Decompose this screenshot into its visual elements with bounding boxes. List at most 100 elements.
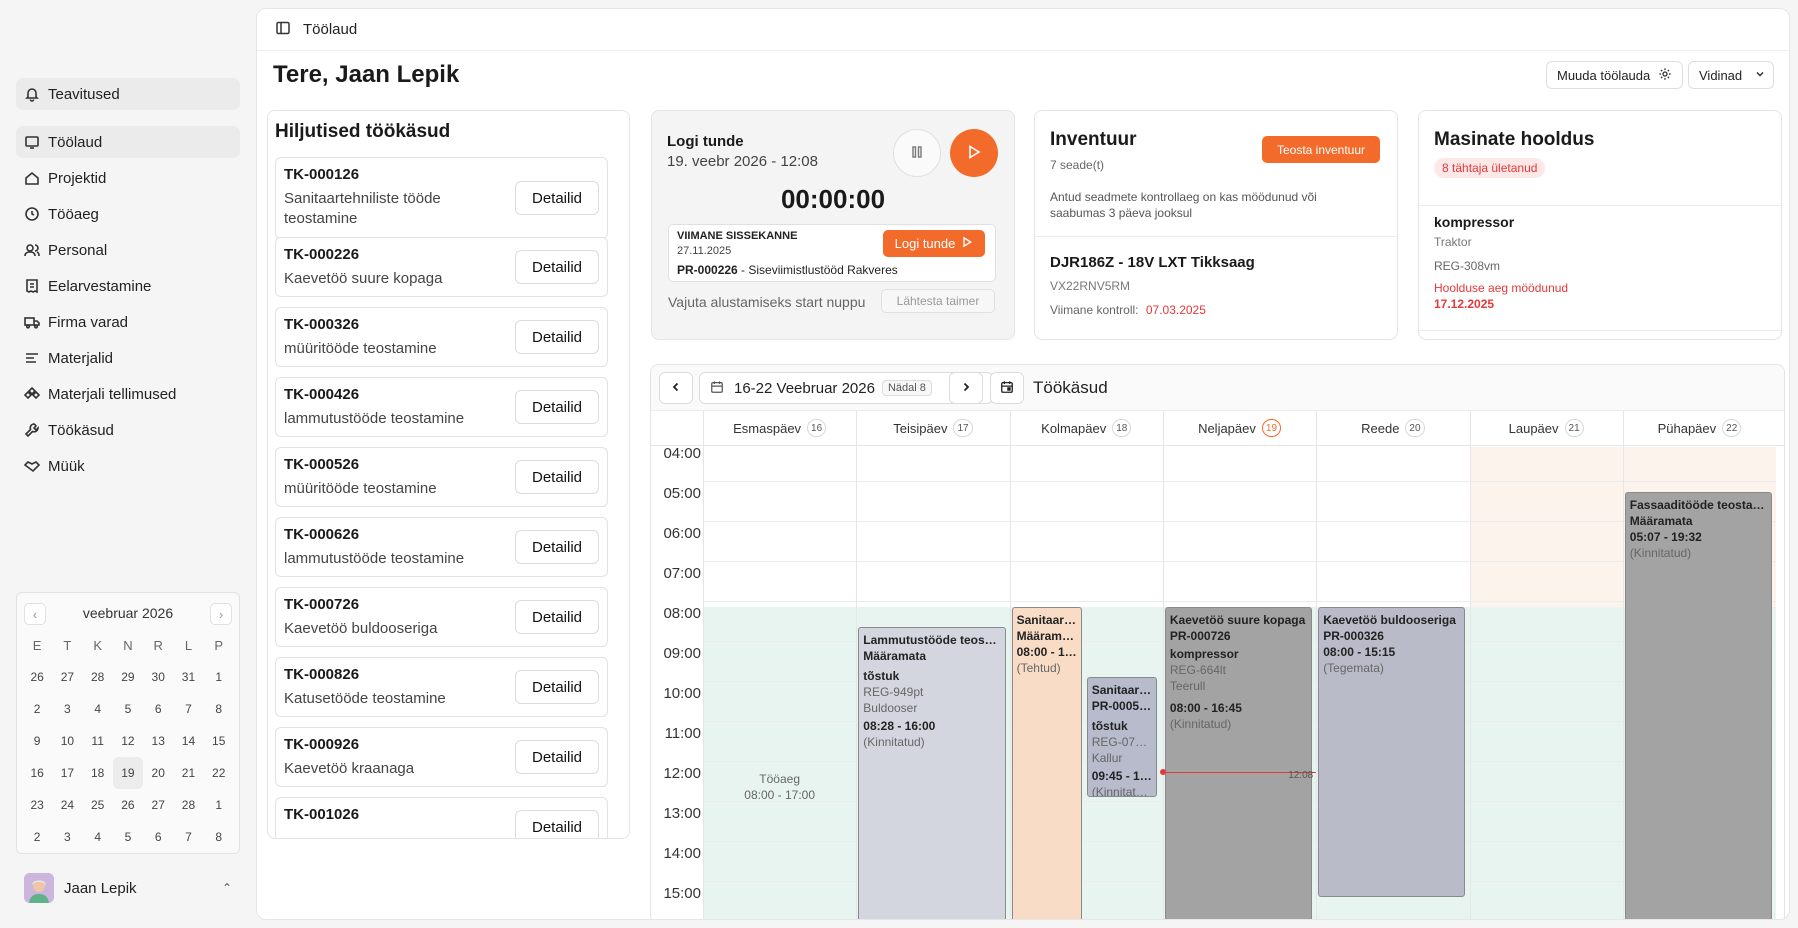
event-card[interactable]: Fassaaditööde teostamine Määramata 05:07 -… (1624, 491, 1773, 919)
task-item: TK-000426 lammutustööde teostamine Detaili… (275, 377, 608, 437)
calendar-day[interactable]: 11 (91, 734, 104, 748)
log-hours-button[interactable]: Logi tunde (883, 230, 985, 257)
user-menu[interactable]: Jaan Lepik ⌃ (16, 868, 240, 908)
sidebar: Teavitused Töölaud Projektid Tööaeg Pers… (0, 0, 256, 928)
calendar-day[interactable]: 30 (151, 670, 165, 684)
calendar-day[interactable]: 13 (151, 734, 165, 748)
calendar-day[interactable]: 19 (112, 757, 144, 789)
maintenance-title: Masinate hooldus (1434, 129, 1595, 150)
calendar-day[interactable]: 8 (215, 702, 223, 716)
calendar-day[interactable]: 25 (90, 798, 105, 812)
details-button[interactable]: Detailid (515, 460, 599, 494)
event-card[interactable]: Sanitaartehniliste tööde teostamine PR-00… (1086, 677, 1158, 797)
perform-inventory-button[interactable]: Teosta inventuur (1262, 136, 1380, 163)
start-button[interactable] (950, 129, 998, 177)
details-button[interactable]: Detailid (515, 740, 599, 774)
calendar-day[interactable]: 6 (154, 702, 162, 716)
calendar-day[interactable]: 12 (121, 734, 135, 748)
next-month-button[interactable]: › (210, 603, 232, 625)
calendar-day[interactable]: 23 (30, 798, 44, 812)
calendar-day[interactable]: 1 (215, 798, 223, 812)
details-button[interactable]: Detailid (515, 320, 599, 354)
calendar-day[interactable]: 28 (90, 670, 105, 684)
calendar-day[interactable]: 20 (151, 766, 165, 780)
calendar-day[interactable]: 10 (60, 734, 75, 748)
details-button[interactable]: Detailid (515, 600, 599, 634)
calendar-day[interactable]: 6 (154, 830, 162, 844)
reset-timer-button[interactable]: Lähtesta taimer (881, 289, 995, 313)
week-range: 16-22 Veebruar 2026 (734, 379, 875, 397)
calendar-day[interactable]: 15 (212, 734, 226, 748)
sidebar-item-personnel[interactable]: Personal (16, 234, 240, 266)
calendar-day[interactable]: 16 (30, 766, 44, 780)
hour-line (703, 601, 1777, 602)
sidebar-item-sales[interactable]: Müük (16, 450, 240, 482)
sidebar-toggle-icon[interactable] (275, 20, 291, 39)
sidebar-item-projects[interactable]: Projektid (16, 162, 240, 194)
calendar-day[interactable]: 29 (121, 670, 135, 684)
details-button[interactable]: Detailid (515, 390, 599, 424)
inventory-item-name: DJR186Z - 18V LXT Tikksaag (1050, 254, 1255, 271)
event-card[interactable]: Sanitaartehniliste tööde teostamine Määra… (1011, 607, 1083, 919)
calendar-day[interactable]: 4 (94, 702, 101, 716)
play-icon (966, 144, 982, 163)
calendar-day[interactable]: 2 (33, 702, 41, 716)
calendar-day[interactable]: 21 (181, 766, 196, 780)
calendar-day[interactable]: 22 (212, 766, 226, 780)
day-header: Kolmapäev 18 (1010, 415, 1163, 441)
event-card[interactable]: Lammutustööde teostamine Määramata tõstuk R… (858, 627, 1006, 919)
sidebar-item-budgeting[interactable]: Eelarvestamine (16, 270, 240, 302)
sidebar-item-notifications[interactable]: Teavitused (16, 78, 240, 110)
day-number: 17 (953, 419, 973, 437)
prev-week-button[interactable] (659, 372, 693, 404)
task-id: TK-000826 (284, 666, 360, 683)
day-number: 20 (1405, 419, 1425, 437)
calendar-day[interactable]: 26 (30, 670, 44, 684)
calendar-day[interactable]: 5 (124, 702, 132, 716)
today-button[interactable] (990, 372, 1024, 404)
calendar-day[interactable]: 5 (124, 830, 132, 844)
next-week-button[interactable] (949, 372, 983, 404)
calendar-day[interactable]: 28 (181, 798, 196, 812)
event-card[interactable]: Kaevetöö buldooseriga PR-000326 08:00 - 15… (1318, 607, 1466, 897)
sidebar-item-work-orders[interactable]: Töökäsud (16, 414, 240, 446)
calendar-day[interactable]: 8 (215, 830, 223, 844)
event-card[interactable]: Kaevetöö suure kopaga PR-000726 kompressor… (1164, 607, 1313, 919)
details-button[interactable]: Detailid (515, 250, 599, 284)
calendar-day[interactable]: 4 (94, 830, 101, 844)
calendar-day[interactable]: 27 (151, 798, 165, 812)
details-button[interactable]: Detailid (515, 181, 599, 215)
sidebar-item-worktime[interactable]: Tööaeg (16, 198, 240, 230)
calendar-day[interactable]: 9 (33, 734, 41, 748)
calendar-day[interactable]: 3 (64, 830, 71, 844)
day-name: Reede (1361, 420, 1400, 436)
sidebar-item-dashboard[interactable]: Töölaud (16, 126, 240, 158)
widgets-dropdown[interactable]: Vidinad (1688, 61, 1774, 89)
sidebar-item-company-assets[interactable]: Firma varad (16, 306, 240, 338)
calendar-day[interactable]: 14 (181, 734, 196, 748)
calendar-day[interactable]: 27 (60, 670, 75, 684)
calendar-day[interactable]: 1 (215, 670, 223, 684)
details-button[interactable]: Detailid (515, 670, 599, 704)
calendar-day[interactable]: 31 (181, 670, 196, 684)
calendar-day[interactable]: 7 (185, 702, 192, 716)
day-number: 21 (1564, 419, 1584, 437)
sidebar-item-material-orders[interactable]: Materjali tellimused (16, 378, 240, 410)
prev-month-button[interactable]: ‹ (24, 603, 46, 625)
edit-dashboard-button[interactable]: Muuda töölauda (1546, 61, 1684, 89)
pause-button[interactable] (893, 129, 941, 177)
calendar-day[interactable]: 3 (64, 702, 71, 716)
calendar-day[interactable]: 26 (121, 798, 135, 812)
week-range-picker[interactable]: 16-22 Veebruar 2026 Nädal 8 (699, 372, 993, 404)
calendar-day[interactable]: 17 (60, 766, 75, 780)
calendar-day[interactable]: 18 (90, 766, 105, 780)
timer-display: 00:00:00 (780, 184, 886, 214)
calendar-day[interactable]: 7 (185, 830, 192, 844)
gear-icon (1658, 67, 1672, 84)
details-button[interactable]: Detailid (515, 810, 599, 838)
details-button[interactable]: Detailid (515, 530, 599, 564)
event-machine: kompressor (1169, 647, 1239, 661)
sidebar-item-materials[interactable]: Materjalid (16, 342, 240, 374)
calendar-day[interactable]: 24 (60, 798, 75, 812)
calendar-day[interactable]: 2 (33, 830, 41, 844)
